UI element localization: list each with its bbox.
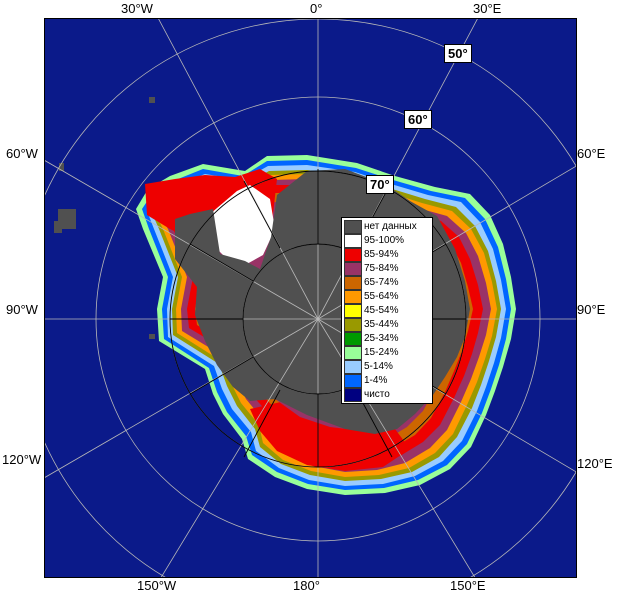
legend-swatch: [344, 331, 362, 346]
legend-swatch: [344, 303, 362, 318]
legend-swatch: [344, 261, 362, 276]
legend-label: нет данных: [364, 221, 417, 232]
legend-swatch: [344, 387, 362, 402]
legend-swatch: [344, 345, 362, 360]
legend-label: 5-14%: [364, 361, 393, 372]
lat-label-60: 60°: [404, 110, 432, 129]
legend-label: 95-100%: [364, 235, 405, 246]
map-frame: [44, 18, 577, 578]
legend-label: 75-84%: [364, 263, 399, 274]
legend-item: 25-34%: [344, 331, 432, 346]
lon-label-150e: 150°E: [450, 578, 486, 593]
legend-label: 15-24%: [364, 347, 399, 358]
legend-label: 35-44%: [364, 319, 399, 330]
legend-item: 85-94%: [344, 247, 432, 262]
legend-item: 15-24%: [344, 345, 432, 360]
legend-item: нет данных: [344, 219, 432, 234]
legend-label: чисто: [364, 389, 390, 400]
legend-item: 95-100%: [344, 233, 432, 248]
inner-graticule: [169, 169, 467, 468]
sea-ice-map: [45, 19, 576, 577]
legend-swatch: [344, 373, 362, 388]
lon-label-0: 0°: [310, 1, 323, 16]
legend-swatch: [344, 359, 362, 374]
legend-swatch: [344, 317, 362, 332]
lon-label-150w: 150°W: [137, 578, 177, 593]
legend-swatch: [344, 219, 362, 234]
lon-label-60w: 60°W: [6, 146, 38, 161]
legend-swatch: [344, 289, 362, 304]
lon-label-90w: 90°W: [6, 302, 38, 317]
legend-swatch: [344, 275, 362, 290]
legend-label: 55-64%: [364, 291, 399, 302]
legend-item: 1-4%: [344, 373, 432, 388]
lat-label-50: 50°: [444, 44, 472, 63]
legend-item: 35-44%: [344, 317, 432, 332]
lon-label-180: 180°: [293, 578, 320, 593]
legend-label: 25-34%: [364, 333, 399, 344]
legend-label: 85-94%: [364, 249, 399, 260]
legend-item: 55-64%: [344, 289, 432, 304]
lon-label-120e: 120°E: [577, 456, 613, 471]
lon-label-60e: 60°E: [577, 146, 606, 161]
no-data-specks: [54, 97, 155, 339]
legend-swatch: [344, 233, 362, 248]
legend-item: 45-54%: [344, 303, 432, 318]
lon-label-90e: 90°E: [577, 302, 606, 317]
legend-swatch: [344, 247, 362, 262]
legend-label: 65-74%: [364, 277, 399, 288]
legend-item: чисто: [344, 387, 432, 402]
legend-label: 1-4%: [364, 375, 388, 386]
lat-label-70: 70°: [366, 175, 394, 194]
legend-item: 65-74%: [344, 275, 432, 290]
lon-label-30w: 30°W: [121, 1, 153, 16]
legend: нет данных 95-100% 85-94% 75-84% 65-74% 55-64…: [341, 217, 433, 404]
legend-item: 5-14%: [344, 359, 432, 374]
lon-label-30e: 30°E: [473, 1, 502, 16]
lon-label-120w: 120°W: [2, 452, 42, 467]
legend-item: 75-84%: [344, 261, 432, 276]
legend-label: 45-54%: [364, 305, 399, 316]
